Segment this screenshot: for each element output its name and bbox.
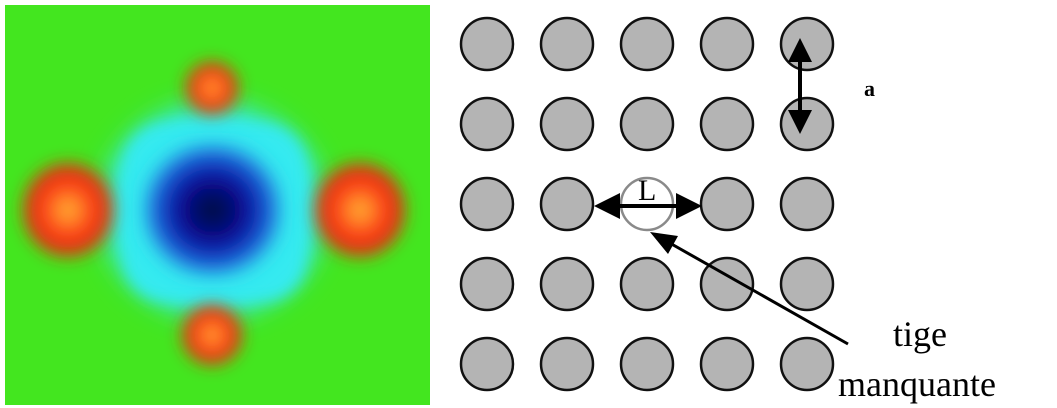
rod-r4-c1 [459,256,515,312]
rod-lattice [459,16,835,392]
missing-rod-pointer-arrow [650,232,849,346]
rod-r5-c4 [699,336,755,392]
rod-r5-c5 [779,336,835,392]
rod-r5-c2 [539,336,595,392]
rod-r1-c1 [459,16,515,72]
missing-rod-label-line2: manquante [838,364,996,404]
rod-r4-c4 [699,256,755,312]
rod-r3-c5 [779,176,835,232]
rod-r1-c3 [619,16,675,72]
rod-r4-c5 [779,256,835,312]
rod-r1-c4 [699,16,755,72]
field-map-lobe-right [312,160,408,260]
rod-r5-c3 [619,336,675,392]
annotations: a L tige manquante [594,38,996,404]
rod-r2-c5 [779,96,835,152]
lattice-constant-arrow [788,38,812,134]
defect-length-label: L [638,174,656,207]
rod-r1-c5 [779,16,835,72]
field-map-lobe-bottom [180,303,244,367]
rod-r3-c2 [539,176,595,232]
lattice-constant-label: a [864,76,875,101]
field-map-lobe-top [184,60,240,116]
rod-r4-c2 [539,256,595,312]
missing-rod-label-line1: tige [893,314,947,354]
field-intensity-map [5,5,430,405]
rod-r2-c1 [459,96,515,152]
rod-r2-c2 [539,96,595,152]
rod-r4-c3 [619,256,675,312]
field-map-lobe-left [20,160,116,260]
rod-r2-c4 [699,96,755,152]
field-map-blue-core [140,140,285,280]
rod-r3-c1 [459,176,515,232]
rod-r2-c3 [619,96,675,152]
defect-length-arrow [594,193,702,219]
rod-r5-c1 [459,336,515,392]
rod-r1-c2 [539,16,595,72]
rod-r3-c4 [699,176,755,232]
